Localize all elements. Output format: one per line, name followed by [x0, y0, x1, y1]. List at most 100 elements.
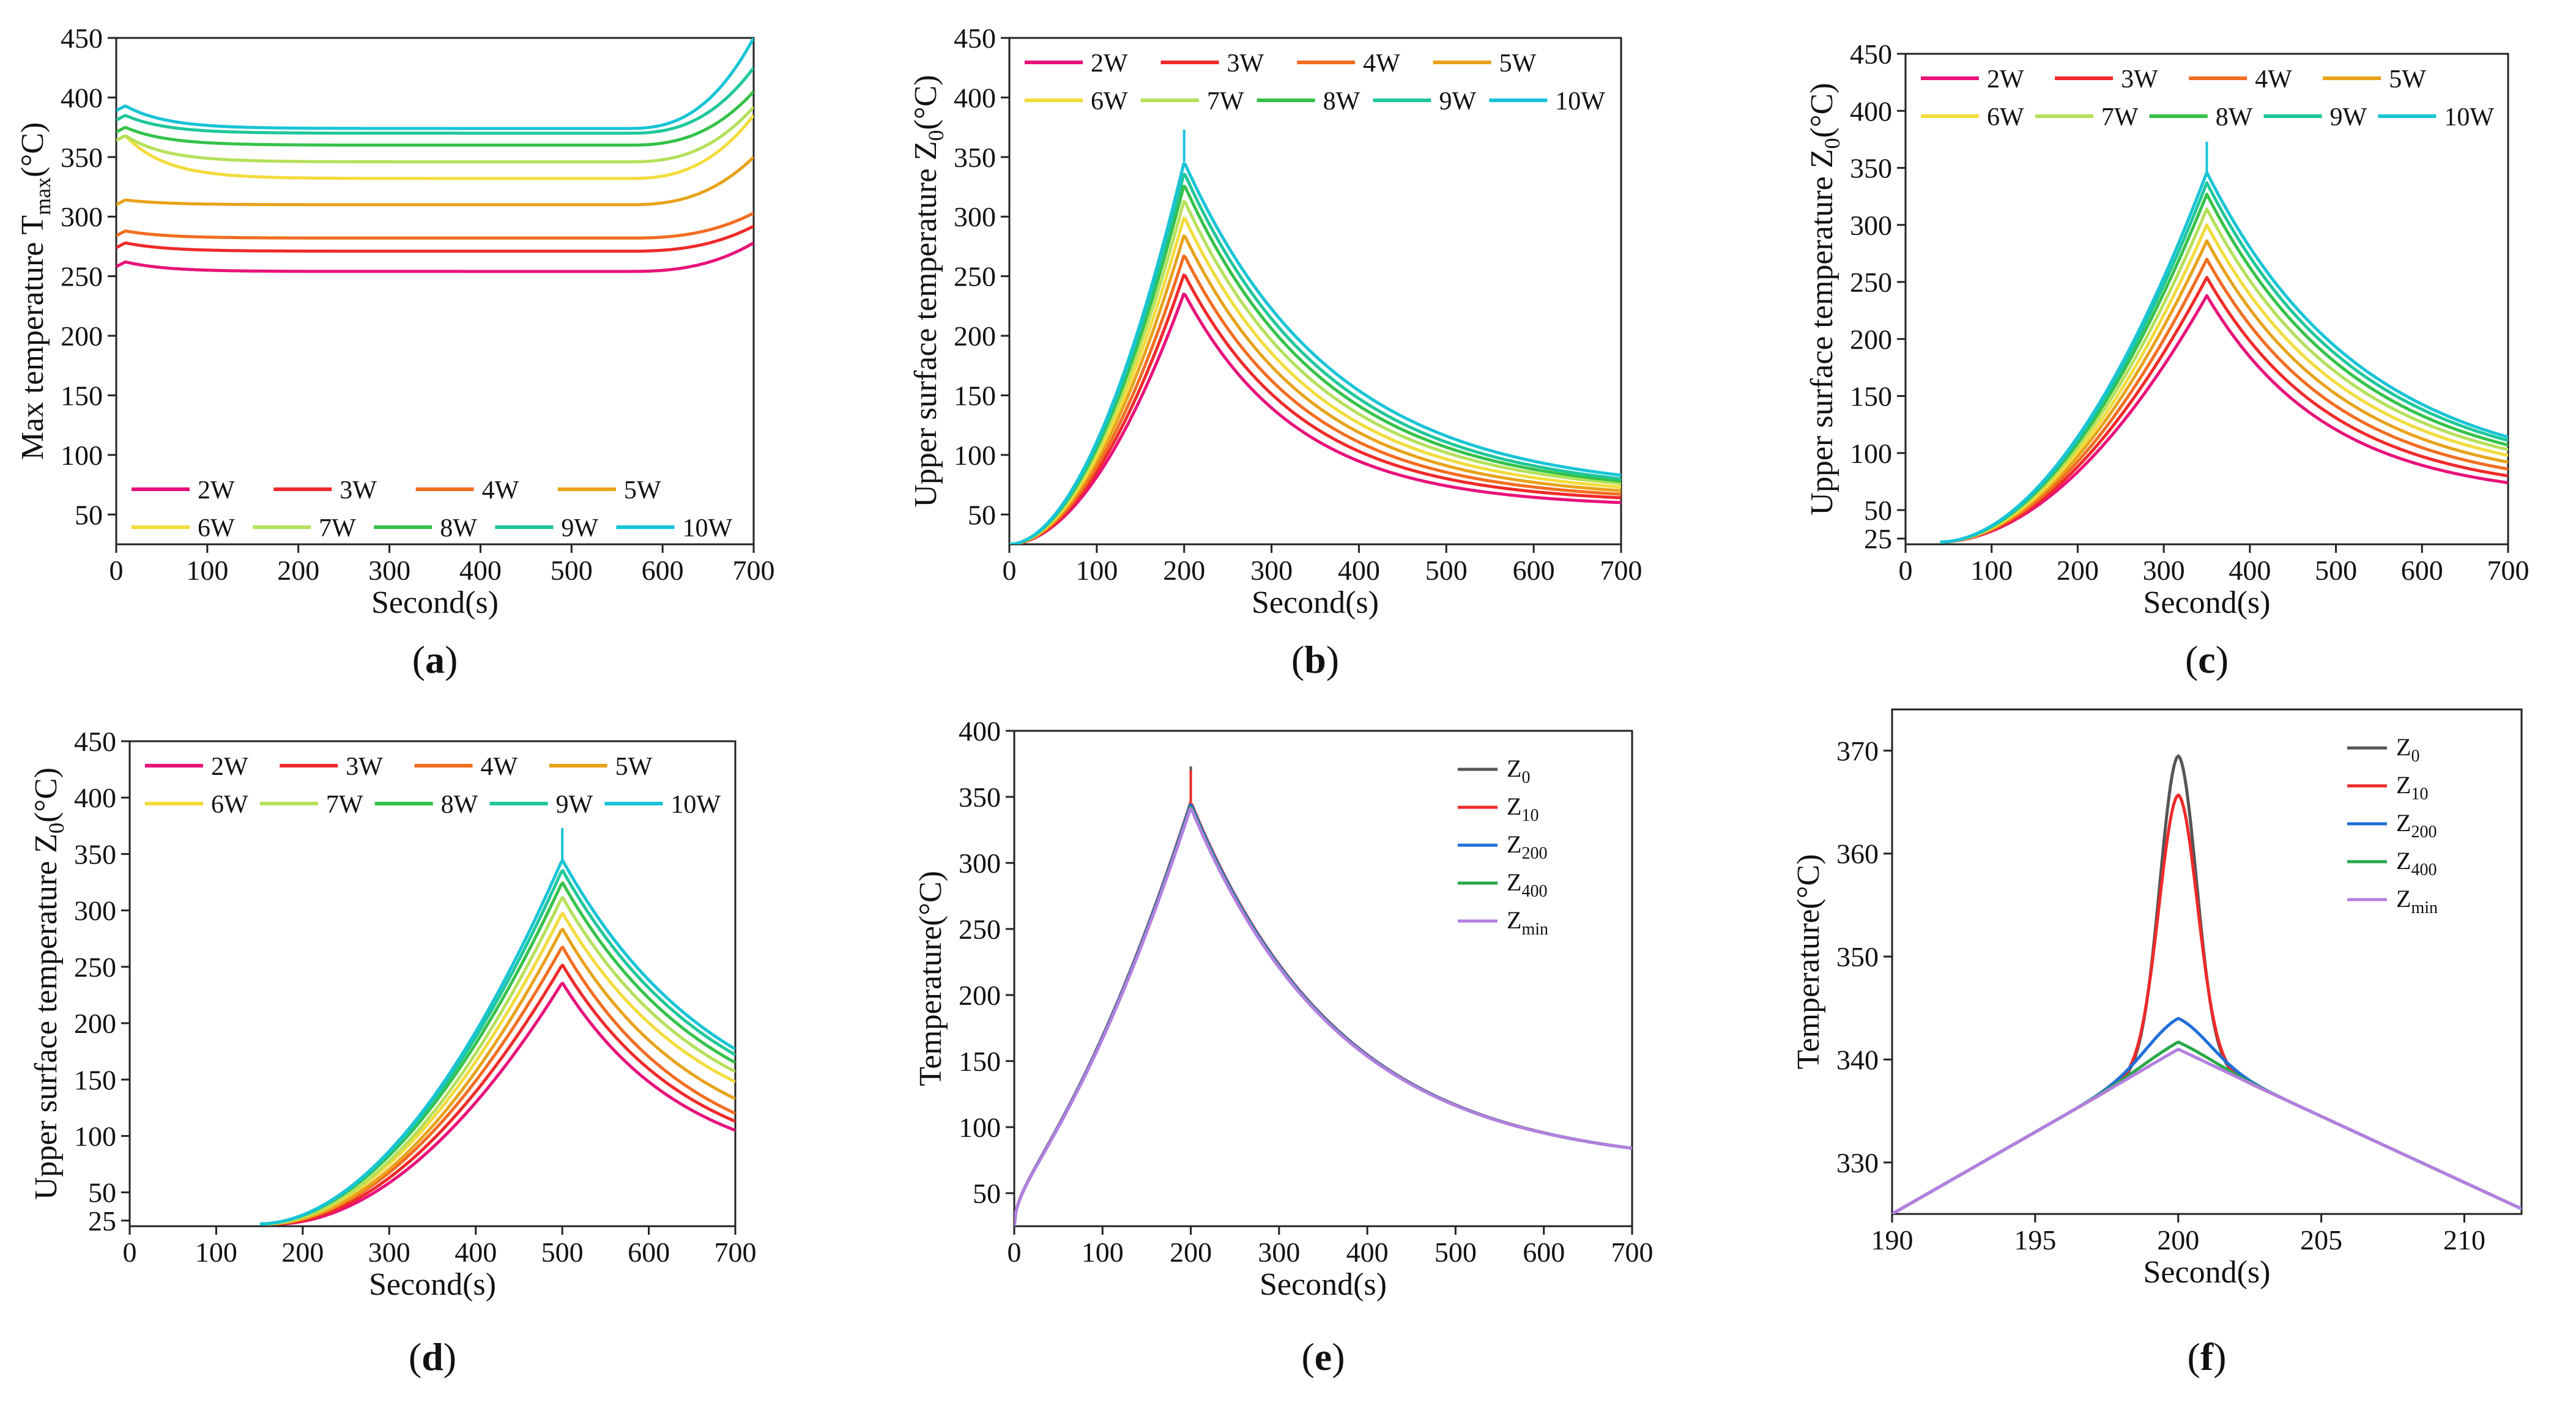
series-line-3w — [1009, 273, 1621, 544]
series-line-2w — [278, 982, 735, 1226]
panel-label: (c) — [2185, 638, 2229, 681]
series-line-3w — [1940, 276, 2508, 544]
x-tick-label: 195 — [2014, 1224, 2056, 1256]
y-tick-label: 200 — [1850, 324, 1892, 355]
plot-frame — [1013, 730, 1633, 1227]
legend-label: 9W — [556, 791, 593, 819]
y-tick-label: 100 — [959, 1112, 1001, 1143]
legend-label: 9W — [2330, 103, 2367, 131]
series-line-z400 — [1892, 1040, 2522, 1214]
y-tick-label: 300 — [954, 201, 996, 232]
x-tick-label: 500 — [541, 1237, 584, 1268]
plot-frame — [1891, 708, 2523, 1215]
legend-label: 4W — [480, 753, 518, 781]
x-tick-label: 205 — [2300, 1224, 2342, 1256]
y-tick-label: 200 — [954, 320, 996, 352]
legend-label: Z400 — [1507, 868, 1547, 901]
x-tick-label: 600 — [642, 555, 684, 586]
panel-e: 0 100 200 300 400 500 600 700 50 100 150 200 250 300 3… — [913, 716, 1654, 1378]
y-tick-label: 50 — [88, 1177, 116, 1208]
panel-b: 0 100 200 300 400 500 600 700 50 100 150 200 250 300 3… — [908, 23, 1642, 681]
y-tick-label: 25 — [88, 1205, 116, 1237]
series-line-7w — [1940, 207, 2508, 544]
x-tick-label: 200 — [2157, 1224, 2199, 1256]
legend-label: 6W — [1987, 103, 2024, 131]
legend-label: 5W — [624, 476, 661, 505]
y-tick-label: 300 — [74, 895, 116, 927]
x-axis-title: Second(s) — [1260, 1267, 1387, 1302]
y-tick-label: 450 — [954, 23, 996, 54]
x-tick-label: 0 — [109, 555, 124, 586]
x-tick-label: 100 — [1075, 555, 1118, 586]
series-line-z200 — [1892, 1016, 2522, 1214]
y-axis-title: Temperature(°C) — [1791, 854, 1826, 1069]
legend-label: 10W — [2444, 103, 2494, 131]
y-tick-label: 250 — [74, 952, 116, 983]
legend: Z0 Z10 Z200 Z400 Zmin — [1458, 755, 1548, 939]
panel-label: (b) — [1291, 638, 1339, 681]
legend: Z0 Z10 Z200 Z400 Zmin — [2347, 733, 2438, 917]
legend-label: Z0 — [1507, 755, 1530, 787]
legend-label: 3W — [2121, 65, 2158, 94]
legend-label: 2W — [1091, 50, 1128, 78]
legend: 2W 3W 4W 5W 6W 7W 8W 9W 10W — [1025, 50, 1605, 116]
series-group — [1014, 766, 1632, 1226]
y-tick-label: 400 — [959, 716, 1001, 747]
x-tick-label: 300 — [368, 1237, 410, 1268]
y-tick-label: 450 — [61, 23, 103, 54]
panel-label: (e) — [1301, 1335, 1345, 1378]
series-line-7w — [264, 896, 735, 1226]
legend: 2W 3W 4W 5W 6W 7W 8W 9W 10W — [132, 476, 732, 542]
x-tick-label: 300 — [1258, 1237, 1300, 1268]
series-line-7w — [116, 106, 754, 164]
legend-label: 3W — [340, 476, 377, 505]
y-tick-label: 400 — [1850, 95, 1892, 127]
plot-frame — [1904, 53, 2509, 546]
x-tick-label: 700 — [2487, 555, 2530, 586]
y-tick-label: 250 — [61, 261, 103, 292]
legend-label: 5W — [1499, 50, 1537, 78]
legend-label: 8W — [440, 514, 477, 542]
y-tick-label: 450 — [1850, 39, 1892, 70]
series-line-10w — [259, 859, 735, 1226]
x-tick-label: 700 — [715, 1237, 757, 1268]
legend-label: Z200 — [1507, 831, 1547, 863]
y-tick-label: 400 — [954, 82, 996, 113]
series-line-10w — [1940, 171, 2508, 544]
plot-frame — [115, 37, 755, 546]
y-axis-title: Temperature(°C) — [913, 871, 948, 1086]
y-tick-label: 350 — [74, 838, 116, 870]
x-tick-label: 500 — [551, 555, 593, 586]
y-tick-label: 250 — [1850, 267, 1892, 298]
legend-label: 10W — [682, 514, 732, 542]
x-axis-title: Second(s) — [369, 1267, 496, 1302]
x-tick-label: 400 — [459, 555, 502, 586]
x-tick-label: 0 — [1899, 555, 1913, 586]
y-tick-label: 400 — [74, 782, 116, 813]
x-tick-label: 200 — [281, 1237, 324, 1268]
y-tick-label: 350 — [954, 142, 996, 173]
legend-label: 7W — [319, 514, 356, 542]
x-tick-label: 0 — [1003, 555, 1017, 586]
y-tick-label: 100 — [74, 1120, 116, 1152]
y-tick-label: 370 — [1836, 735, 1879, 766]
y-tick-label: 450 — [74, 726, 116, 757]
x-tick-label: 100 — [1970, 555, 2013, 586]
x-tick-label: 600 — [628, 1237, 670, 1268]
legend-label: 5W — [2389, 65, 2426, 94]
y-tick-label: 360 — [1836, 838, 1879, 870]
x-tick-label: 600 — [1513, 555, 1555, 586]
series-line-z200 — [1014, 803, 1632, 1226]
y-axis-title: Upper surface temperature Z0(°C) — [908, 75, 948, 507]
legend-label: 6W — [198, 514, 235, 542]
x-tick-label: 190 — [1871, 1224, 1913, 1256]
y-tick-label: 100 — [954, 440, 996, 471]
series-line-2w — [1009, 292, 1621, 544]
legend-label: 7W — [1207, 87, 1244, 116]
y-tick-label: 50 — [973, 1178, 1001, 1209]
x-tick-label: 400 — [455, 1237, 497, 1268]
y-tick-label: 250 — [959, 914, 1001, 945]
series-line-2w — [1940, 294, 2508, 544]
